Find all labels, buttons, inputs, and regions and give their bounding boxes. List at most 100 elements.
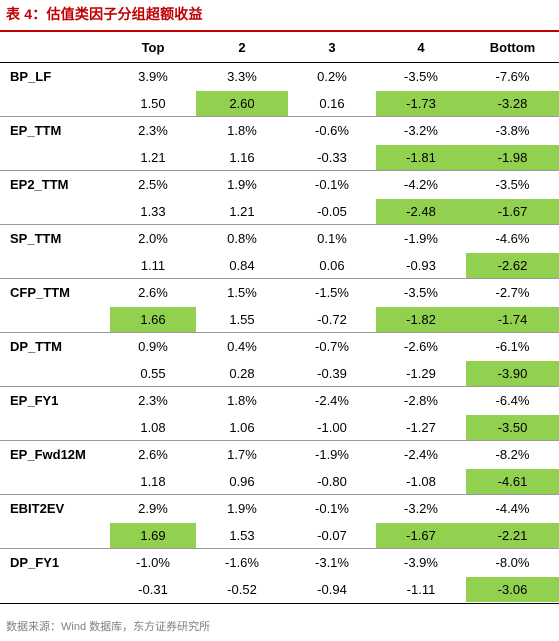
tstat-cell-highlighted: -4.61 — [466, 469, 559, 494]
return-cell: -3.5% — [404, 285, 438, 300]
factor-label: SP_TTM — [10, 231, 62, 246]
return-cell: 1.5% — [227, 285, 257, 300]
return-cell: 3.9% — [138, 69, 168, 84]
return-cell: -1.9% — [315, 447, 349, 462]
group-divider — [0, 224, 559, 225]
tstat-cell: 0.96 — [229, 474, 255, 489]
source-note: 数据来源：Wind 数据库，东方证券研究所 — [6, 621, 211, 633]
tstat-cell-highlighted: -3.90 — [466, 361, 559, 386]
group-divider — [0, 116, 559, 117]
tstat-cell: -0.07 — [317, 528, 347, 543]
column-header-bottom: Bottom — [489, 40, 536, 55]
column-header-2: 2 — [238, 40, 246, 55]
return-cell: 2.9% — [138, 501, 168, 516]
tstat-cell-highlighted: -3.06 — [466, 577, 559, 602]
tstat-cell-highlighted: -1.82 — [376, 307, 466, 332]
tstat-cell: 1.11 — [140, 258, 166, 273]
factor-group: SP_TTM 2.0% 1.11 0.8% 0.84 0.1% 0.06 -1.9% -0.93… — [0, 225, 559, 279]
tstat-cell: 1.21 — [140, 150, 166, 165]
return-cell: 2.6% — [138, 285, 168, 300]
table-header: Top 2 3 4 Bottom — [0, 34, 559, 62]
return-cell: 1.7% — [227, 447, 257, 462]
tstat-cell: -0.31 — [138, 582, 168, 597]
return-cell: -2.4% — [404, 447, 438, 462]
factor-label: DP_FY1 — [10, 555, 60, 570]
return-cell: 0.9% — [138, 339, 168, 354]
tstat-cell: -1.27 — [406, 420, 436, 435]
column-header-4: 4 — [417, 40, 425, 55]
group-divider — [0, 170, 559, 171]
tstat-cell: 1.08 — [140, 420, 166, 435]
return-cell: -0.7% — [315, 339, 349, 354]
return-cell: -1.5% — [315, 285, 349, 300]
return-cell: -3.8% — [495, 123, 530, 138]
factor-label: EBIT2EV — [10, 501, 65, 516]
tstat-cell: 1.50 — [140, 96, 166, 111]
tstat-cell-highlighted: 2.60 — [196, 91, 288, 116]
tstat-cell-highlighted: -1.81 — [376, 145, 466, 170]
factor-group: EP_FY1 2.3% 1.08 1.8% 1.06 -2.4% -1.00 -2.8% -1.… — [0, 387, 559, 441]
return-cell: -1.0% — [136, 555, 170, 570]
group-divider — [0, 332, 559, 333]
return-cell: -2.4% — [315, 393, 349, 408]
return-cell: -3.2% — [404, 501, 438, 516]
tstat-cell-highlighted: -2.62 — [466, 253, 559, 278]
return-cell: 1.8% — [227, 393, 257, 408]
tstat-cell: -0.80 — [317, 474, 347, 489]
return-cell: 2.6% — [138, 447, 168, 462]
return-cell: -3.9% — [404, 555, 438, 570]
factor-label: EP_TTM — [10, 123, 62, 138]
tstat-cell: -0.93 — [406, 258, 436, 273]
tstat-cell: -1.08 — [406, 474, 436, 489]
factor-label: CFP_TTM — [10, 285, 70, 300]
factor-group: DP_FY1 -1.0% -0.31 -1.6% -0.52 -3.1% -0.94 -3.9… — [0, 549, 559, 603]
group-divider — [0, 548, 559, 549]
factor-label: EP2_TTM — [10, 177, 69, 192]
return-cell: 0.1% — [317, 231, 347, 246]
tstat-cell-highlighted: -2.48 — [376, 199, 466, 224]
return-cell: -2.7% — [495, 285, 530, 300]
return-cell: -4.4% — [495, 501, 530, 516]
factor-group: BP_LF 3.9% 1.50 3.3% 2.60 0.2% 0.16 -3.5% -1.73-… — [0, 63, 559, 117]
table-title: 表 4：估值类因子分组超额收益 — [6, 6, 203, 22]
tstat-cell: 1.55 — [229, 312, 255, 327]
factor-label: EP_FY1 — [10, 393, 59, 408]
tstat-cell: 1.16 — [229, 150, 255, 165]
factor-group: EP_TTM 2.3% 1.21 1.8% 1.16 -0.6% -0.33 -3.2% -1.… — [0, 117, 559, 171]
return-cell: 0.8% — [227, 231, 257, 246]
factor-group: EP_Fwd12M 2.6% 1.18 1.7% 0.96 -1.9% -0.80 -2.4%… — [0, 441, 559, 495]
tstat-cell-highlighted: -1.73 — [376, 91, 466, 116]
return-cell: -3.5% — [495, 177, 530, 192]
header-rule — [0, 62, 559, 63]
tstat-cell: 0.28 — [229, 366, 255, 381]
tstat-cell: 0.55 — [140, 366, 166, 381]
tstat-cell: 1.06 — [229, 420, 255, 435]
return-cell: -0.1% — [315, 177, 349, 192]
return-cell: -6.4% — [495, 393, 530, 408]
tstat-cell-highlighted: 1.66 — [110, 307, 196, 332]
tstat-cell: 1.33 — [140, 204, 166, 219]
group-divider — [0, 440, 559, 441]
group-divider — [0, 494, 559, 495]
return-cell: -1.9% — [404, 231, 438, 246]
tstat-cell: -0.94 — [317, 582, 347, 597]
return-cell: -2.6% — [404, 339, 438, 354]
tstat-cell: -0.72 — [317, 312, 347, 327]
return-cell: -8.0% — [495, 555, 530, 570]
return-cell: 0.4% — [227, 339, 257, 354]
return-cell: -7.6% — [495, 69, 530, 84]
return-cell: -0.6% — [315, 123, 349, 138]
tstat-cell: 1.18 — [140, 474, 166, 489]
factor-group: DP_TTM 0.9% 0.55 0.4% 0.28 -0.7% -0.39 -2.6% -1.… — [0, 333, 559, 387]
tstat-cell: -1.00 — [317, 420, 347, 435]
tstat-cell: 0.16 — [319, 96, 345, 111]
group-divider — [0, 386, 559, 387]
return-cell: 1.9% — [227, 501, 257, 516]
tstat-cell: -0.33 — [317, 150, 347, 165]
tstat-cell: -1.11 — [406, 582, 436, 597]
return-cell: -4.6% — [495, 231, 530, 246]
tstat-cell: -1.29 — [406, 366, 436, 381]
tstat-cell: 1.21 — [229, 204, 255, 219]
tstat-cell-highlighted: -1.67 — [466, 199, 559, 224]
return-cell: 0.2% — [317, 69, 347, 84]
